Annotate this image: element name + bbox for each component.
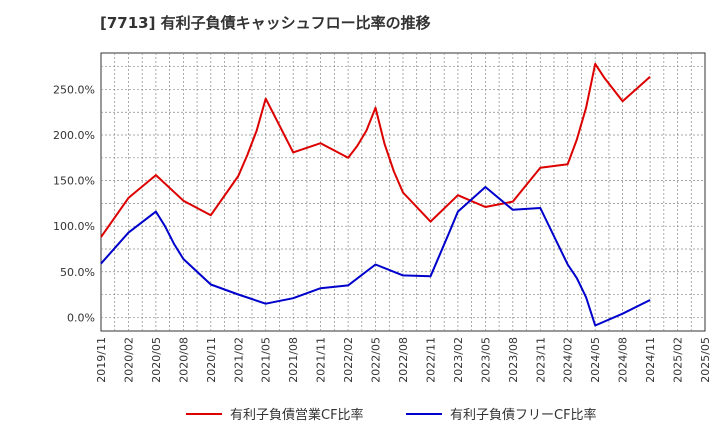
grid bbox=[101, 53, 705, 331]
x-tick-label: 2024/02 bbox=[562, 337, 575, 383]
x-tick-label: 2024/05 bbox=[589, 337, 602, 383]
x-tick-label: 2023/08 bbox=[507, 337, 520, 383]
x-tick-label: 2024/11 bbox=[644, 337, 657, 383]
x-tick-label: 2021/11 bbox=[315, 337, 328, 383]
x-tick-label: 2023/02 bbox=[452, 337, 465, 383]
x-tick-label: 2022/08 bbox=[397, 337, 410, 383]
x-tick-label: 2019/11 bbox=[95, 337, 108, 383]
y-tick-label: 200.0% bbox=[53, 129, 95, 142]
legend: 有利子負債営業CF比率 有利子負債フリーCF比率 bbox=[186, 407, 597, 423]
x-tick-label: 2020/05 bbox=[150, 337, 163, 383]
chart-title: [7713] 有利子負債キャッシュフロー比率の推移 bbox=[100, 14, 431, 32]
x-tick-label: 2023/11 bbox=[534, 337, 547, 383]
series-line-2 bbox=[100, 186, 651, 327]
x-tick-label: 2020/11 bbox=[205, 337, 218, 383]
x-tick-label: 2020/08 bbox=[177, 337, 190, 383]
x-tick-label: 2024/08 bbox=[617, 337, 630, 383]
x-tick-label: 2022/11 bbox=[424, 337, 437, 383]
y-tick-label: 50.0% bbox=[60, 266, 95, 279]
y-tick-label: 100.0% bbox=[53, 220, 95, 233]
x-tick-label: 2020/02 bbox=[122, 337, 135, 383]
y-tick-label: 0.0% bbox=[67, 311, 95, 324]
legend-label-1: 有利子負債営業CF比率 bbox=[230, 407, 364, 423]
x-tick-label: 2021/08 bbox=[287, 337, 300, 383]
x-axis: 2019/11 2020/02 2020/05 2020/08 2020/11 2021/… bbox=[95, 337, 712, 383]
y-axis: 0.0% 50.0% 100.0% 150.0% 200.0% 250.0% bbox=[53, 83, 95, 324]
series-group bbox=[100, 62, 651, 327]
x-tick-label: 2025/02 bbox=[672, 337, 685, 383]
x-tick-label: 2021/02 bbox=[232, 337, 245, 383]
y-tick-label: 250.0% bbox=[53, 83, 95, 96]
x-tick-label: 2021/05 bbox=[260, 337, 273, 383]
x-tick-label: 2022/05 bbox=[370, 337, 383, 383]
y-tick-label: 150.0% bbox=[53, 175, 95, 188]
x-tick-label: 2025/05 bbox=[699, 337, 712, 383]
x-tick-label: 2022/02 bbox=[342, 337, 355, 383]
x-tick-label: 2023/05 bbox=[479, 337, 492, 383]
series-line-1 bbox=[100, 62, 651, 238]
legend-label-2: 有利子負債フリーCF比率 bbox=[450, 407, 597, 423]
